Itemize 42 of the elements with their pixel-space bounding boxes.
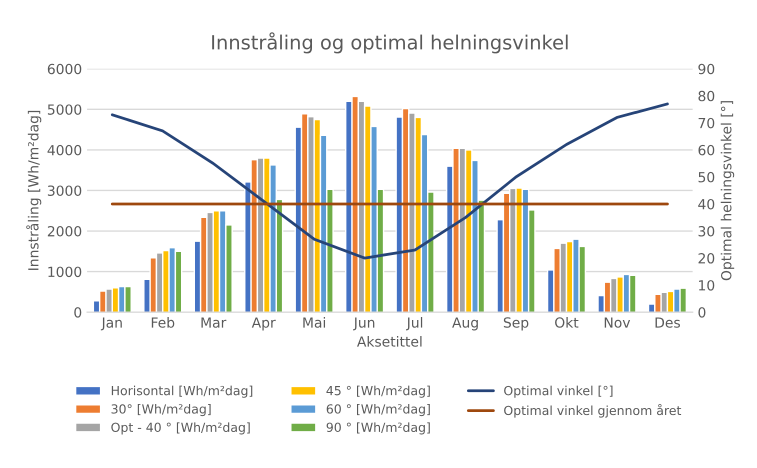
x-tick-label: Jul <box>406 317 422 330</box>
x-tick-label: Des <box>656 317 680 328</box>
legend-label: Optimal vinkel gjennom året <box>504 404 682 418</box>
y2-tick-label: 0 <box>698 307 706 318</box>
legend-label: 90 ° [Wh/m²dag] <box>326 422 430 434</box>
y2-tick-label: 20 <box>698 253 714 264</box>
y2-tick-label: 50 <box>698 172 714 182</box>
legend-label: Opt - 40 ° [Wh/m²dag] <box>111 422 250 434</box>
y-axis-title: Innstråling [Wh/m²dag] <box>26 110 42 270</box>
y2-axis-title: Optimal helningsvinkel [°] <box>720 101 734 280</box>
y2-tick-label: 40 <box>698 198 714 210</box>
y-tick-label: 4000 <box>48 144 82 156</box>
y2-tick-label: 60 <box>698 144 714 156</box>
legend-label: Optimal vinkel [°] <box>504 386 612 398</box>
y-tick-label: 1000 <box>48 266 82 278</box>
y-tick-label: 3000 <box>48 185 82 196</box>
y-tick-label: 2000 <box>48 226 82 237</box>
x-tick-label: Apr <box>252 317 276 330</box>
y-tick-label: 5000 <box>48 104 82 115</box>
y2-tick-label: 70 <box>698 118 714 128</box>
legend-label: 30° [Wh/m²dag] <box>112 404 211 416</box>
x-tick-label: Feb <box>152 317 174 328</box>
x-axis-title: Aksetittel <box>357 336 422 347</box>
y2-tick-label: 80 <box>698 90 714 102</box>
legend-label: 45 ° [Wh/m²dag] <box>326 386 430 398</box>
y2-tick-label: 90 <box>698 64 714 74</box>
y-tick-label: 6000 <box>48 64 82 74</box>
line-series <box>110 102 669 260</box>
x-tick-label: Okt <box>555 317 578 328</box>
x-tick-label: Mai <box>303 317 326 328</box>
legend-label: 60 ° [Wh/m²dag] <box>326 404 430 416</box>
x-tick-label: Mar <box>201 317 226 328</box>
x-tick-label: Aug <box>452 317 478 330</box>
y2-tick-label: 10 <box>699 280 714 291</box>
chart-title: Innstråling og optimal helningsvinkel <box>212 32 568 54</box>
y2-tick-label: 30 <box>698 226 714 237</box>
x-tick-label: Nov <box>604 317 630 328</box>
legend-label: Horisontal [Wh/m²dag] <box>112 386 252 398</box>
x-tick-label: Sep <box>504 317 528 330</box>
x-tick-label: Jun <box>353 317 374 330</box>
y-tick-label: 0 <box>74 307 82 318</box>
x-tick-label: Jan <box>100 317 122 330</box>
